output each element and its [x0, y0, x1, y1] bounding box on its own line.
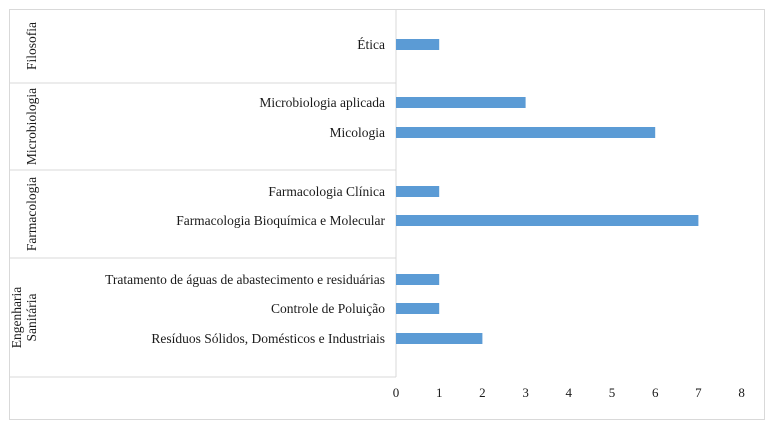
- bar: [396, 127, 656, 138]
- group-label: EngenhariaSanitária: [9, 287, 39, 348]
- x-tick-label: 6: [652, 385, 659, 400]
- category-label: Resíduos Sólidos, Domésticos e Industria…: [151, 331, 385, 346]
- x-tick-label: 3: [522, 385, 529, 400]
- bar: [396, 39, 440, 50]
- category-label: Micologia: [330, 125, 386, 140]
- category-label: Farmacologia Bioquímica e Molecular: [176, 213, 385, 228]
- bar: [396, 274, 440, 285]
- x-tick-label: 5: [609, 385, 616, 400]
- group-label: Farmacologia: [24, 177, 39, 251]
- category-label: Ética: [357, 37, 385, 52]
- group-label: Filosofia: [24, 22, 39, 70]
- x-tick-label: 2: [479, 385, 486, 400]
- chart-frame: [9, 9, 765, 420]
- category-label: Farmacologia Clínica: [268, 184, 385, 199]
- bar: [396, 303, 440, 314]
- x-tick-label: 0: [393, 385, 400, 400]
- group-label: Microbiologia: [24, 88, 39, 165]
- bar: [396, 333, 483, 344]
- bar: [396, 97, 526, 108]
- x-tick-label: 1: [436, 385, 443, 400]
- x-tick-label: 7: [695, 385, 702, 400]
- category-label: Controle de Poluição: [271, 301, 385, 316]
- category-label: Tratamento de águas de abastecimento e r…: [105, 272, 385, 287]
- x-tick-label: 4: [566, 385, 573, 400]
- x-tick-label: 8: [738, 385, 745, 400]
- bar: [396, 215, 699, 226]
- bar: [396, 186, 440, 197]
- category-label: Microbiologia aplicada: [259, 95, 385, 110]
